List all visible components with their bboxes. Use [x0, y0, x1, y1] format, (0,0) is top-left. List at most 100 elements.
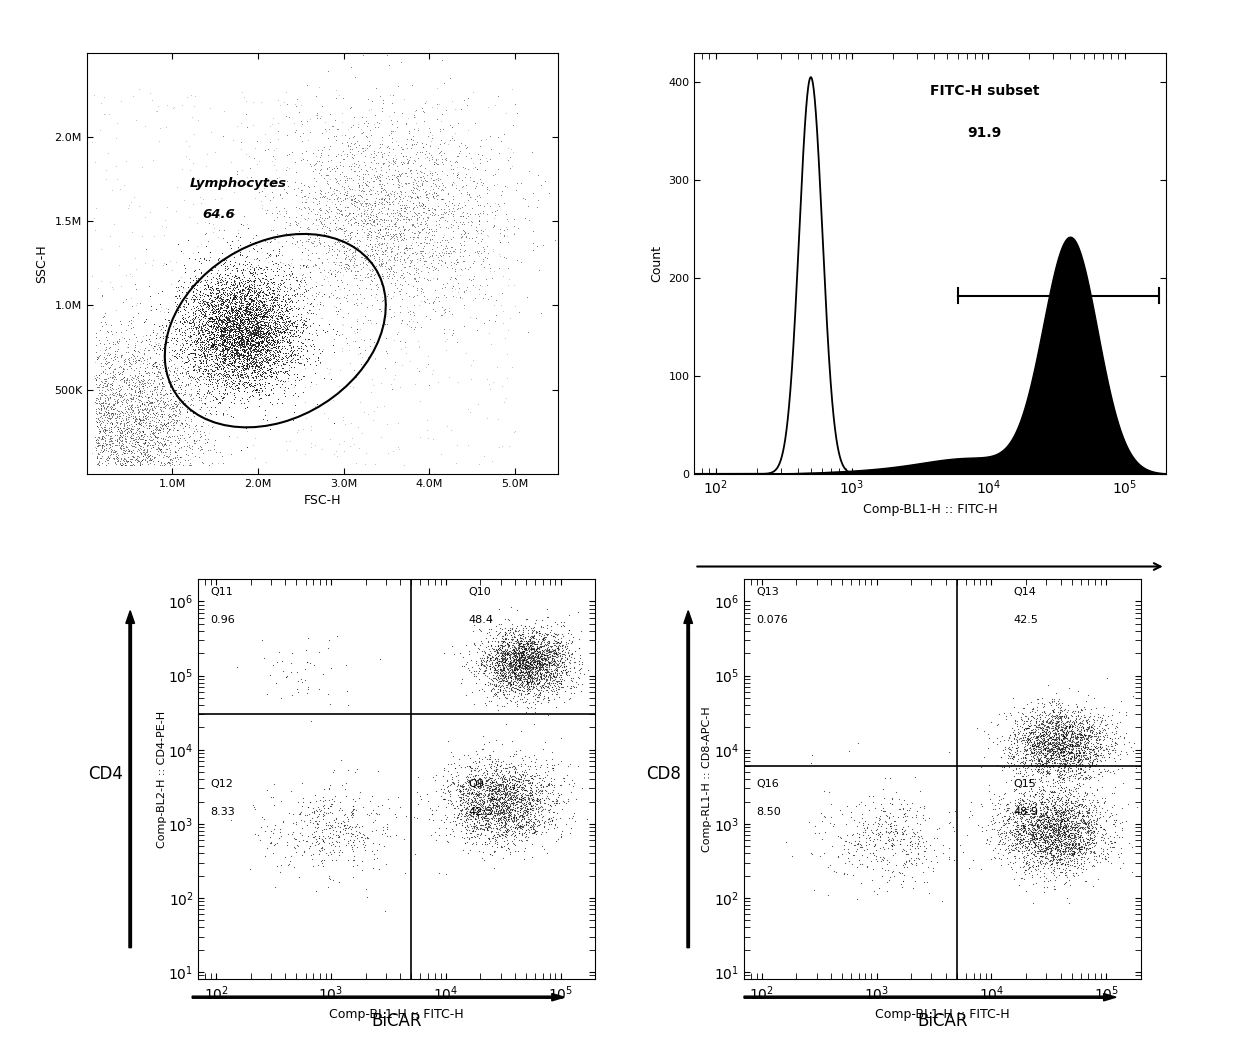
Point: [148, 97, 167, 114]
Point: [1016, 720, 1035, 737]
Point: [492, 647, 512, 663]
Point: [1078, 818, 1097, 835]
Point: [190, 429, 210, 445]
Point: [422, 806, 441, 822]
Point: [350, 232, 370, 249]
Point: [125, 381, 145, 398]
Point: [1047, 827, 1066, 843]
Point: [325, 220, 345, 237]
Point: [213, 318, 233, 335]
Point: [227, 337, 247, 354]
Point: [394, 254, 414, 271]
Point: [1022, 723, 1042, 740]
Point: [551, 675, 570, 692]
Point: [496, 673, 516, 690]
Point: [244, 279, 264, 296]
Point: [472, 779, 492, 796]
Point: [1047, 724, 1066, 741]
Point: [99, 434, 119, 451]
Point: [205, 365, 224, 382]
Point: [215, 352, 234, 369]
Point: [508, 657, 528, 674]
Point: [1056, 835, 1076, 852]
Point: [217, 295, 237, 312]
Point: [299, 185, 319, 202]
Point: [1058, 708, 1078, 724]
Point: [1069, 747, 1089, 763]
Point: [513, 637, 533, 654]
Point: [562, 633, 582, 650]
Point: [1055, 857, 1075, 874]
Point: [495, 779, 515, 796]
Point: [196, 355, 216, 372]
Point: [897, 842, 916, 859]
Point: [371, 165, 391, 182]
Point: [249, 298, 269, 315]
Point: [492, 766, 512, 782]
Point: [477, 804, 497, 821]
Point: [226, 293, 246, 310]
Point: [553, 655, 573, 672]
Point: [391, 247, 410, 264]
Point: [246, 140, 265, 157]
Point: [443, 118, 463, 135]
Point: [491, 642, 511, 659]
Point: [512, 674, 532, 691]
Point: [531, 639, 551, 656]
Point: [389, 207, 409, 224]
Point: [211, 290, 231, 306]
Point: [470, 277, 490, 294]
Point: [529, 807, 549, 823]
Point: [325, 253, 345, 270]
Point: [407, 211, 427, 227]
Point: [1035, 709, 1055, 726]
Point: [386, 168, 405, 185]
Point: [487, 819, 507, 836]
Point: [268, 339, 288, 356]
Point: [1090, 715, 1110, 732]
Point: [1017, 719, 1037, 736]
Point: [464, 800, 484, 817]
Point: [1064, 751, 1084, 768]
Point: [1049, 842, 1069, 859]
Point: [397, 167, 417, 184]
Point: [105, 456, 125, 473]
Point: [166, 428, 186, 444]
Point: [450, 644, 470, 661]
Point: [837, 840, 857, 857]
Point: [1038, 840, 1058, 857]
Point: [217, 314, 237, 331]
Point: [314, 834, 334, 851]
Point: [242, 281, 262, 298]
Point: [440, 69, 460, 86]
Point: [217, 323, 237, 340]
Point: [237, 374, 257, 391]
Point: [1074, 722, 1094, 739]
Point: [1043, 850, 1063, 867]
Point: [100, 440, 120, 457]
Point: [119, 372, 139, 389]
Point: [513, 650, 533, 667]
Point: [894, 806, 914, 822]
Point: [503, 689, 523, 706]
Point: [1055, 726, 1075, 742]
Point: [382, 130, 402, 146]
Point: [484, 827, 503, 843]
Point: [242, 353, 262, 370]
Point: [503, 663, 523, 680]
Point: [479, 830, 498, 847]
Point: [904, 851, 924, 868]
Point: [518, 670, 538, 687]
Point: [306, 305, 326, 322]
Point: [248, 316, 268, 333]
Point: [109, 403, 129, 420]
Point: [480, 782, 500, 799]
Point: [507, 670, 527, 687]
Point: [150, 363, 170, 380]
Point: [107, 333, 126, 350]
Point: [543, 674, 563, 691]
Point: [177, 313, 197, 330]
Point: [210, 394, 229, 411]
Point: [170, 298, 190, 315]
Point: [1042, 804, 1061, 821]
